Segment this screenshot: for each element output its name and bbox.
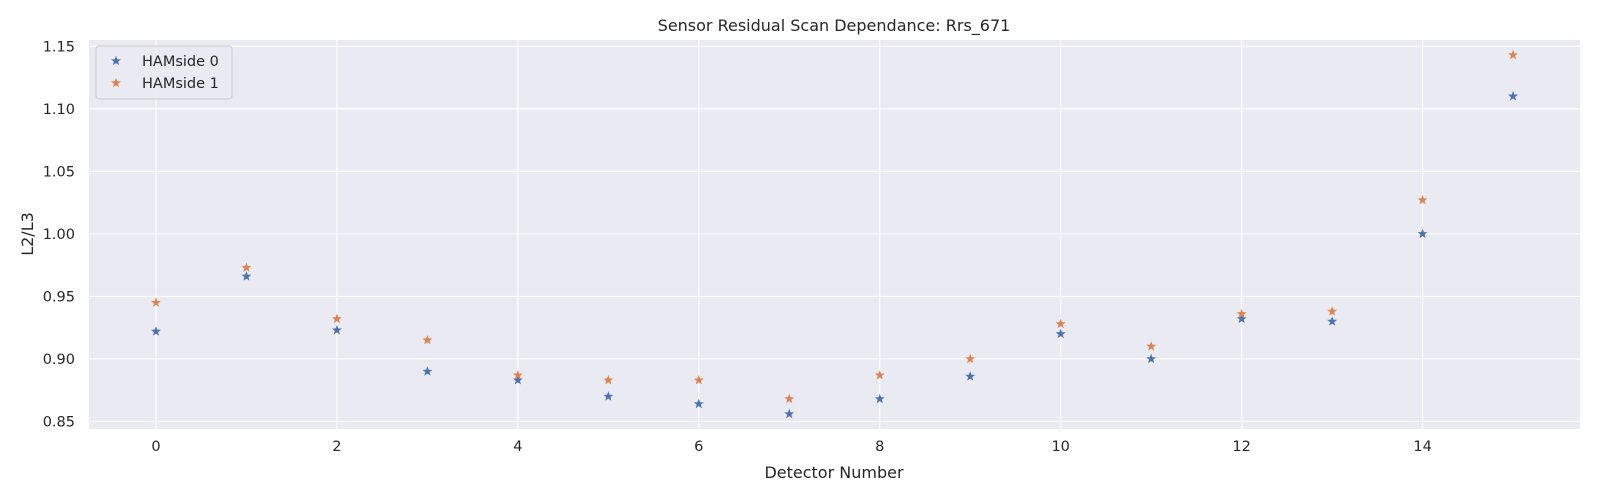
y-axis-ticks: 0.85 0.90 0.95 1.00 1.05 1.10 1.15: [43, 39, 75, 430]
chart-title: Sensor Residual Scan Dependance: Rrs_671: [658, 16, 1011, 36]
x-tick-label: 8: [875, 439, 884, 455]
data-point-hamside-0: [331, 324, 342, 335]
data-point-hamside-1: [693, 375, 704, 385]
data-point-hamside-1: [1146, 341, 1157, 351]
x-axis-ticks: 0 2 4 6 8 10 12 14: [151, 439, 1431, 455]
data-point-hamside-0: [784, 408, 795, 419]
x-tick-label: 14: [1413, 439, 1431, 455]
data-point-hamside-0: [1327, 316, 1338, 326]
data-point-hamside-0: [1236, 313, 1247, 324]
data-point-hamside-0: [603, 391, 614, 401]
legend-marker-0: [111, 55, 121, 66]
x-tick-label: 6: [694, 439, 703, 455]
y-tick-label: 0.95: [43, 289, 75, 305]
y-tick-label: 1.05: [43, 164, 75, 180]
y-tick-label: 1.00: [43, 227, 75, 243]
x-tick-label: 4: [513, 439, 522, 455]
data-point-hamside-0: [422, 366, 433, 376]
x-tick-label: 12: [1232, 439, 1250, 455]
data-point-hamside-1: [151, 297, 161, 307]
data-point-hamside-1: [241, 262, 252, 272]
data-point-hamside-1: [1417, 194, 1428, 205]
x-tick-label: 10: [1051, 439, 1069, 455]
data-point-hamside-0: [241, 271, 252, 281]
legend-label-1: HAMside 1: [142, 76, 219, 92]
legend-box: [95, 45, 233, 100]
data-point-hamside-1: [603, 375, 614, 385]
data-point-hamside-0: [512, 375, 523, 385]
data-point-hamside-0: [1146, 353, 1157, 364]
data-point-hamside-1: [1508, 49, 1518, 60]
data-point-hamside-1: [874, 370, 885, 380]
data-point-hamside-0: [1508, 91, 1518, 101]
x-tick-label: 0: [151, 439, 160, 455]
y-tick-label: 0.85: [43, 414, 75, 430]
data-point-hamside-0: [1055, 328, 1066, 339]
data-points: [151, 49, 1518, 419]
x-tick-label: 2: [332, 439, 341, 455]
data-point-hamside-1: [965, 353, 976, 364]
data-point-hamside-1: [1236, 308, 1247, 319]
y-tick-label: 1.10: [43, 102, 75, 118]
y-tick-label: 0.90: [43, 352, 75, 368]
data-point-hamside-1: [422, 334, 433, 345]
data-point-hamside-0: [965, 371, 976, 381]
plot-area: [89, 40, 1580, 429]
data-point-hamside-1: [331, 313, 342, 324]
grid: [89, 40, 1580, 429]
data-point-hamside-0: [1417, 228, 1428, 239]
data-point-hamside-0: [151, 326, 161, 336]
data-point-hamside-1: [1327, 306, 1338, 316]
y-tick-label: 1.15: [43, 39, 75, 55]
data-point-hamside-0: [693, 398, 704, 409]
legend: HAMside 0 HAMside 1: [95, 45, 233, 100]
data-point-hamside-1: [512, 370, 523, 380]
x-axis-label: Detector Number: [764, 463, 904, 482]
y-axis-label: L2/L3: [18, 212, 37, 256]
data-point-hamside-1: [1055, 318, 1066, 329]
data-point-hamside-0: [874, 393, 885, 404]
legend-marker-1: [111, 77, 121, 88]
legend-label-0: HAMside 0: [142, 54, 219, 70]
data-point-hamside-1: [784, 393, 795, 404]
